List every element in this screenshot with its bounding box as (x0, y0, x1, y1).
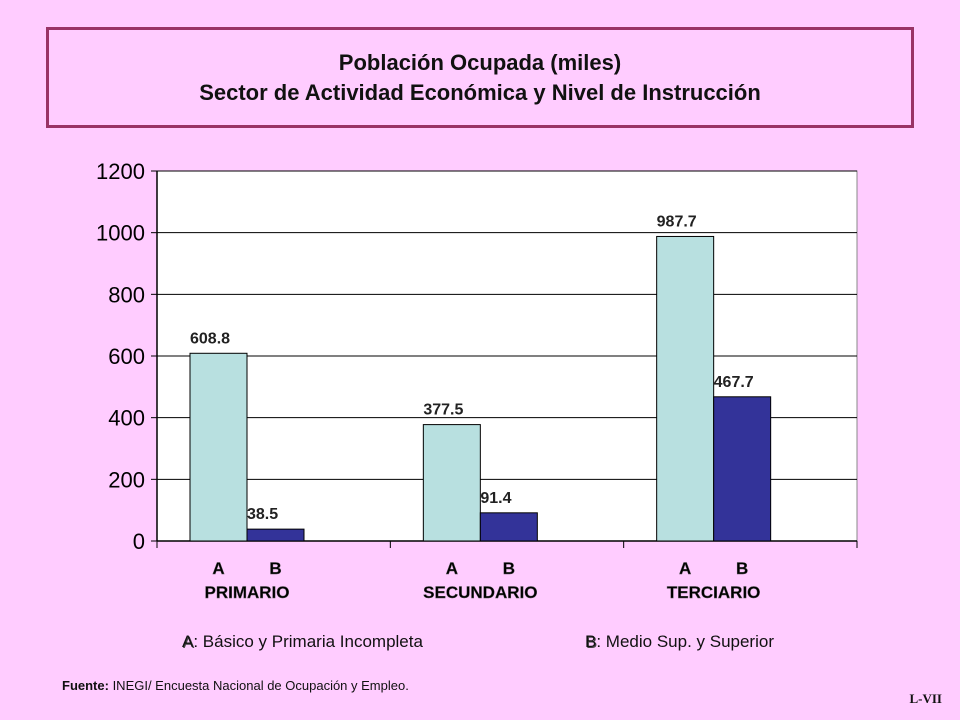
series-sub-label: B (503, 559, 515, 578)
bar-a (422, 424, 481, 542)
y-tick-label: 1200 (96, 159, 145, 184)
source-note: Fuente: INEGI/ Encuesta Nacional de Ocup… (62, 678, 409, 693)
legend-b-text: : Medio Sup. y Superior (596, 632, 774, 651)
slide-code: L-VII (909, 691, 942, 706)
legend-a-text: : Básico y Primaria Incompleta (193, 632, 423, 651)
category-label: PRIMARIO (205, 583, 290, 602)
data-label: 377.5 (423, 402, 463, 419)
series-sub-label: A (212, 559, 224, 578)
legend-b-key: B (585, 632, 597, 651)
bar-b (479, 512, 538, 542)
y-tick-label: 400 (108, 406, 145, 431)
title-box: Población Ocupada (miles) Sector de Acti… (46, 27, 914, 128)
bar-b (246, 528, 305, 542)
data-label: 608.8 (190, 330, 230, 347)
chart-title-line1: Población Ocupada (miles) (338, 49, 622, 75)
source-text: INEGI/ Encuesta Nacional de Ocupación y … (108, 678, 409, 693)
data-label: 38.5 (247, 506, 278, 523)
series-sub-label: B (269, 559, 281, 578)
y-tick-label: 1000 (96, 221, 145, 246)
category-label: SECUNDARIO (423, 583, 537, 602)
series-sub-label: A (679, 559, 691, 578)
data-label: 467.7 (714, 374, 754, 391)
bar-a (189, 352, 248, 542)
source-label: Fuente: (62, 678, 109, 693)
legend-a: A: Básico y Primaria Incompleta (182, 632, 423, 652)
data-label: 987.7 (657, 213, 697, 230)
bar-b (713, 396, 772, 542)
y-tick-label: 600 (108, 344, 145, 369)
series-sub-label: B (736, 559, 748, 578)
series-sub-label: A (446, 559, 458, 578)
data-label: 91.4 (480, 490, 511, 507)
y-tick-label: 0 (133, 529, 145, 554)
bar-a (656, 235, 715, 542)
chart-title-line2: Sector de Actividad Económica y Nivel de… (199, 79, 761, 105)
category-label: TERCIARIO (667, 583, 761, 602)
y-tick-label: 800 (108, 282, 145, 307)
legend-a-key: A (182, 632, 194, 651)
y-tick-label: 200 (108, 467, 145, 492)
legend-b: B: Medio Sup. y Superior (585, 632, 774, 652)
